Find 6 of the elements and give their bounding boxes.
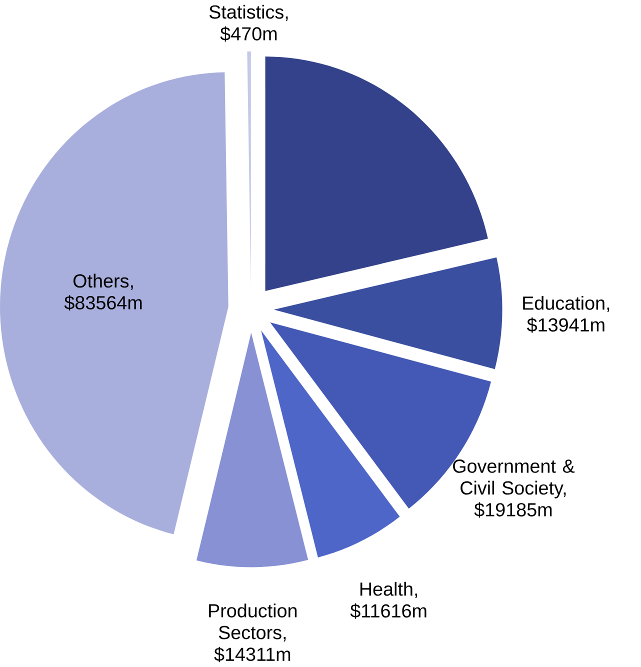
slice-label: Education, $13941m <box>522 296 609 333</box>
slice-label: Others, $83564m <box>64 274 142 311</box>
slice-label: Statistics, $470m <box>209 4 288 42</box>
slice-label: Health, $11616m <box>350 582 426 619</box>
slice-label: Production Sectors, $14311m <box>208 604 296 662</box>
slice-label: Government & Civil Society, $19185m <box>452 460 574 518</box>
